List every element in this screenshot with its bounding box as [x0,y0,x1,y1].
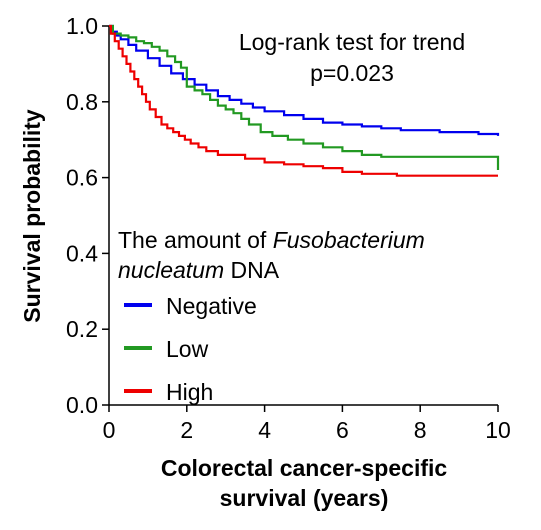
x-tick-label: 8 [414,417,427,443]
legend-title-part2: DNA [224,257,280,283]
y-tick-label: 0.8 [66,89,98,115]
series-line-low [109,24,500,170]
legend: Negative Low High [124,293,257,405]
logrank-annotation: Log-rank test for trend [239,29,465,55]
legend-label-low: Low [166,336,209,362]
x-tick-label: 2 [180,417,193,443]
y-tick-label: 1.0 [66,13,98,39]
p-value-annotation: p=0.023 [310,60,394,86]
x-axis-title-line1: Colorectal cancer-specific [161,455,448,481]
series-line-high [109,24,498,177]
x-axis-title-line2: survival (years) [220,485,389,511]
y-axis-title: Survival probability [19,109,45,323]
survival-curves [109,24,500,177]
x-tick-label: 0 [103,417,116,443]
y-tick-label: 0.6 [66,165,98,191]
series-line-negative [109,24,500,136]
x-tick-label: 4 [258,417,271,443]
x-tick-label: 10 [485,417,511,443]
x-tick-label: 6 [336,417,349,443]
plot-axes: 0 2 4 6 8 10 0.0 0.2 0.4 0.6 0.8 1.0 [66,13,511,443]
legend-label-high: High [166,379,213,405]
y-tick-label: 0.0 [66,392,98,418]
legend-title-italic1: Fusobacterium [273,227,425,253]
legend-label-negative: Negative [166,293,257,319]
legend-title-italic2: nucleatum [118,257,224,283]
legend-title-line1: The amount of Fusobacterium [118,227,425,253]
y-tick-label: 0.4 [66,240,98,266]
legend-title-part1: The amount of [118,227,273,253]
legend-title-line2: nucleatum DNA [118,257,280,283]
y-tick-label: 0.2 [66,316,98,342]
